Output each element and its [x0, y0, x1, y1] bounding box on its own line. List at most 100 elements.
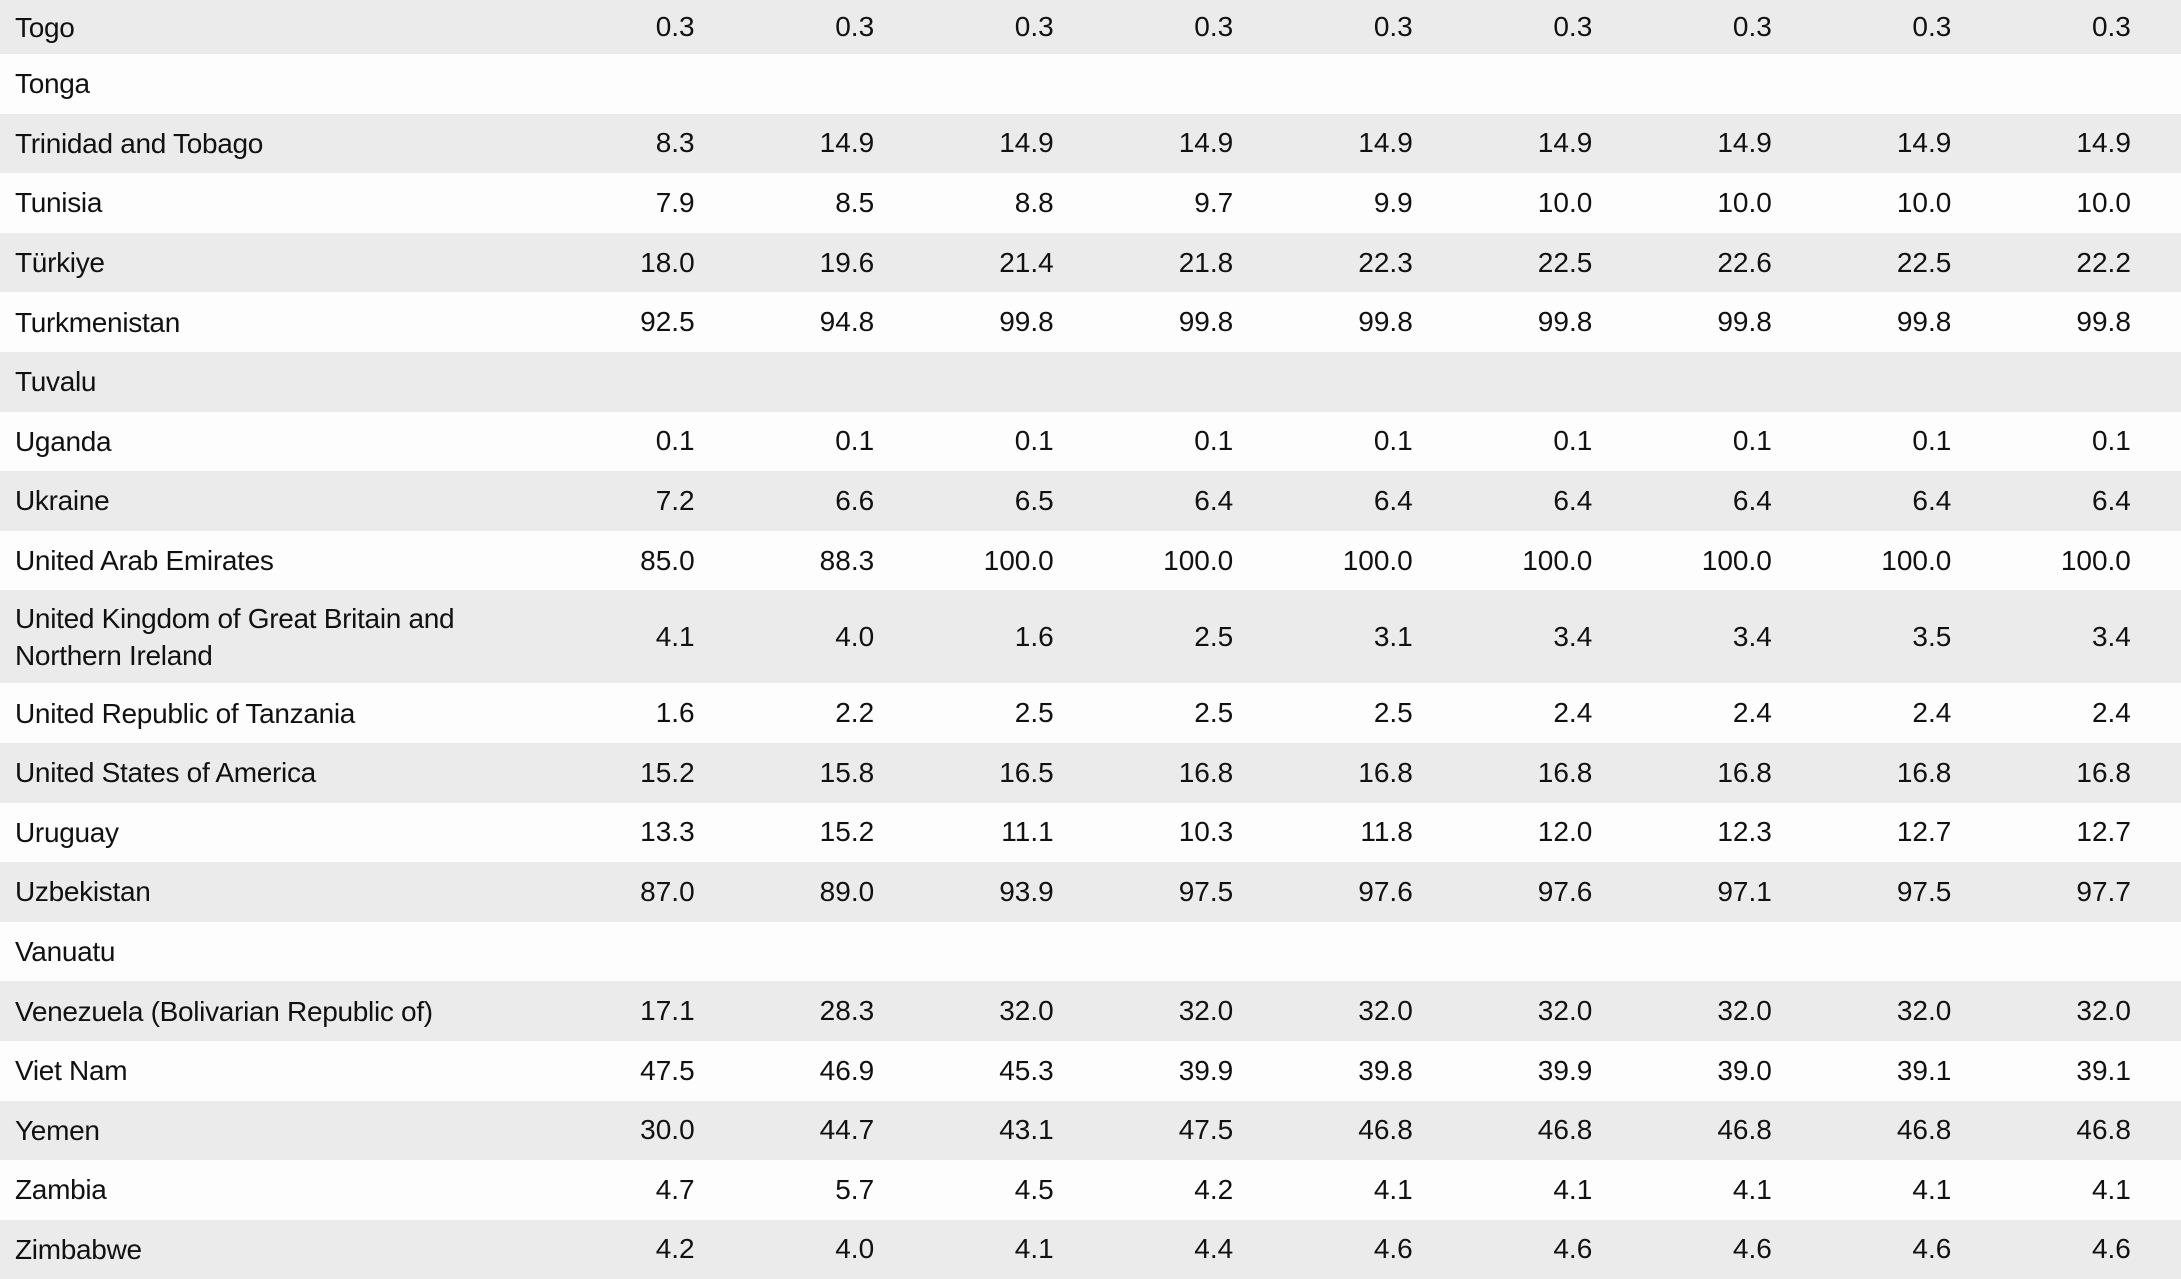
country-name: Tunisia [15, 187, 103, 219]
value-cell: 4.6 [1553, 1233, 1593, 1265]
value-cell: 99.8 [2076, 306, 2131, 338]
value-cell: 39.0 [1717, 1054, 1772, 1086]
value-cell [1772, 54, 1952, 114]
value-cell: 4.0 [835, 1233, 875, 1265]
value-cell: 93.9 [999, 875, 1054, 907]
value-cell: 5.7 [835, 1173, 875, 1205]
table-row: Yemen 30.0 44.7 43.1 47.5 46.8 46.8 46.8 46.8 46.… [0, 1100, 2181, 1161]
value-cell: 100.0 [1522, 544, 1593, 576]
table-row: United Kingdom of Great Britain and Nort… [0, 590, 2181, 684]
value-cell: 17.1 [640, 995, 695, 1027]
value-cell: 15.2 [640, 756, 695, 788]
row-padding [2131, 683, 2181, 743]
value-cell [515, 54, 695, 114]
table-row: United Arab Emirates 85.0 88.3 100.0 100.0 10… [0, 530, 2181, 591]
value-cell: 0.1 [1912, 425, 1952, 457]
country-name: Tonga [15, 68, 90, 100]
table-row: Tunisia 7.9 8.5 8.8 9.7 9.9 10.0 10.0 10.0 10.0 [0, 173, 2181, 233]
value-cell: 92.5 [640, 306, 695, 338]
row-padding [2131, 114, 2181, 174]
value-cell: 2.4 [1732, 697, 1772, 729]
value-cell: 97.5 [1178, 875, 1234, 907]
value-cell: 6.4 [2091, 484, 2131, 516]
country-name: Tuvalu [15, 366, 97, 398]
value-cell [1951, 922, 2131, 982]
value-cell: 2.5 [1373, 697, 1413, 729]
table-row: Trinidad and Tobago 8.3 14.9 14.9 14.9 14.9 14… [0, 113, 2181, 174]
value-cell: 0.1 [2091, 425, 2131, 457]
country-name: Uzbekistan [15, 876, 151, 908]
value-cell [1054, 54, 1234, 114]
value-cell: 4.2 [1194, 1173, 1234, 1205]
country-name: Yemen [15, 1114, 100, 1146]
value-cell [1233, 54, 1413, 114]
table-row: Turkmenistan 92.5 94.8 99.8 99.8 99.8 99.8 99.8… [0, 292, 2181, 352]
value-cell: 46.8 [2076, 1114, 2131, 1146]
value-cell: 4.1 [1732, 1173, 1772, 1205]
value-cell [874, 54, 1054, 114]
value-cell: 39.9 [1178, 1054, 1234, 1086]
row-padding [2131, 531, 2181, 591]
row-padding [2131, 0, 2181, 54]
value-cell: 32.0 [1537, 995, 1593, 1027]
table-row: Tonga [0, 54, 2181, 114]
value-cell: 16.8 [2076, 756, 2131, 788]
value-cell: 46.9 [819, 1054, 875, 1086]
row-padding [2131, 471, 2181, 531]
value-cell: 99.8 [1896, 306, 1952, 338]
value-cell: 87.0 [640, 875, 695, 907]
table-row: Venezuela (Bolivarian Republic of) 17.1 28… [0, 981, 2181, 1041]
value-cell: 1.6 [1014, 620, 1054, 652]
country-name: United States of America [15, 757, 316, 789]
value-cell: 46.8 [1537, 1114, 1593, 1146]
country-name: United Republic of Tanzania [15, 697, 356, 729]
table-row: United Republic of Tanzania 1.6 2.2 2.5 2.5 2… [0, 683, 2181, 743]
country-name: Vanuatu [15, 936, 116, 968]
value-cell: 100.0 [1163, 544, 1234, 576]
country-name: Ukraine [15, 485, 110, 517]
value-cell: 99.8 [1358, 306, 1413, 338]
row-padding [2131, 1101, 2181, 1161]
value-cell: 7.2 [655, 484, 695, 516]
value-cell: 6.5 [1014, 484, 1054, 516]
value-cell: 7.9 [655, 186, 695, 218]
value-cell: 3.5 [1912, 620, 1952, 652]
value-cell: 8.8 [1014, 186, 1054, 218]
value-cell: 6.4 [1194, 484, 1234, 516]
value-cell: 1.6 [655, 697, 695, 729]
value-cell: 22.6 [1717, 246, 1772, 278]
value-cell: 32.0 [1358, 995, 1413, 1027]
value-cell: 6.4 [1732, 484, 1772, 516]
value-cell: 32.0 [1896, 995, 1952, 1027]
value-cell: 99.8 [999, 306, 1054, 338]
value-cell: 16.8 [1358, 756, 1413, 788]
value-cell [1054, 922, 1234, 982]
value-cell: 12.7 [1896, 816, 1952, 848]
table-row: Vanuatu [0, 921, 2181, 982]
value-cell: 4.2 [655, 1233, 695, 1265]
value-cell: 2.5 [1194, 697, 1234, 729]
value-cell [695, 352, 875, 412]
value-cell: 44.7 [819, 1114, 875, 1146]
value-cell: 13.3 [640, 816, 695, 848]
row-padding [2131, 1220, 2181, 1279]
value-cell: 0.3 [1373, 11, 1413, 42]
value-cell: 22.5 [1537, 246, 1593, 278]
country-name: Togo [15, 11, 75, 43]
value-cell: 16.8 [1717, 756, 1772, 788]
value-cell [874, 352, 1054, 412]
value-cell: 0.3 [835, 11, 875, 42]
value-cell: 3.4 [2091, 620, 2131, 652]
value-cell: 100.0 [1342, 544, 1413, 576]
value-cell [1233, 352, 1413, 412]
value-cell: 99.8 [1537, 306, 1593, 338]
value-cell [515, 352, 695, 412]
value-cell: 22.2 [2076, 246, 2131, 278]
value-cell: 2.4 [2091, 697, 2131, 729]
row-padding [2131, 862, 2181, 922]
value-cell: 0.3 [1553, 11, 1593, 42]
value-cell: 4.1 [1014, 1233, 1054, 1265]
value-cell: 97.5 [1896, 875, 1952, 907]
